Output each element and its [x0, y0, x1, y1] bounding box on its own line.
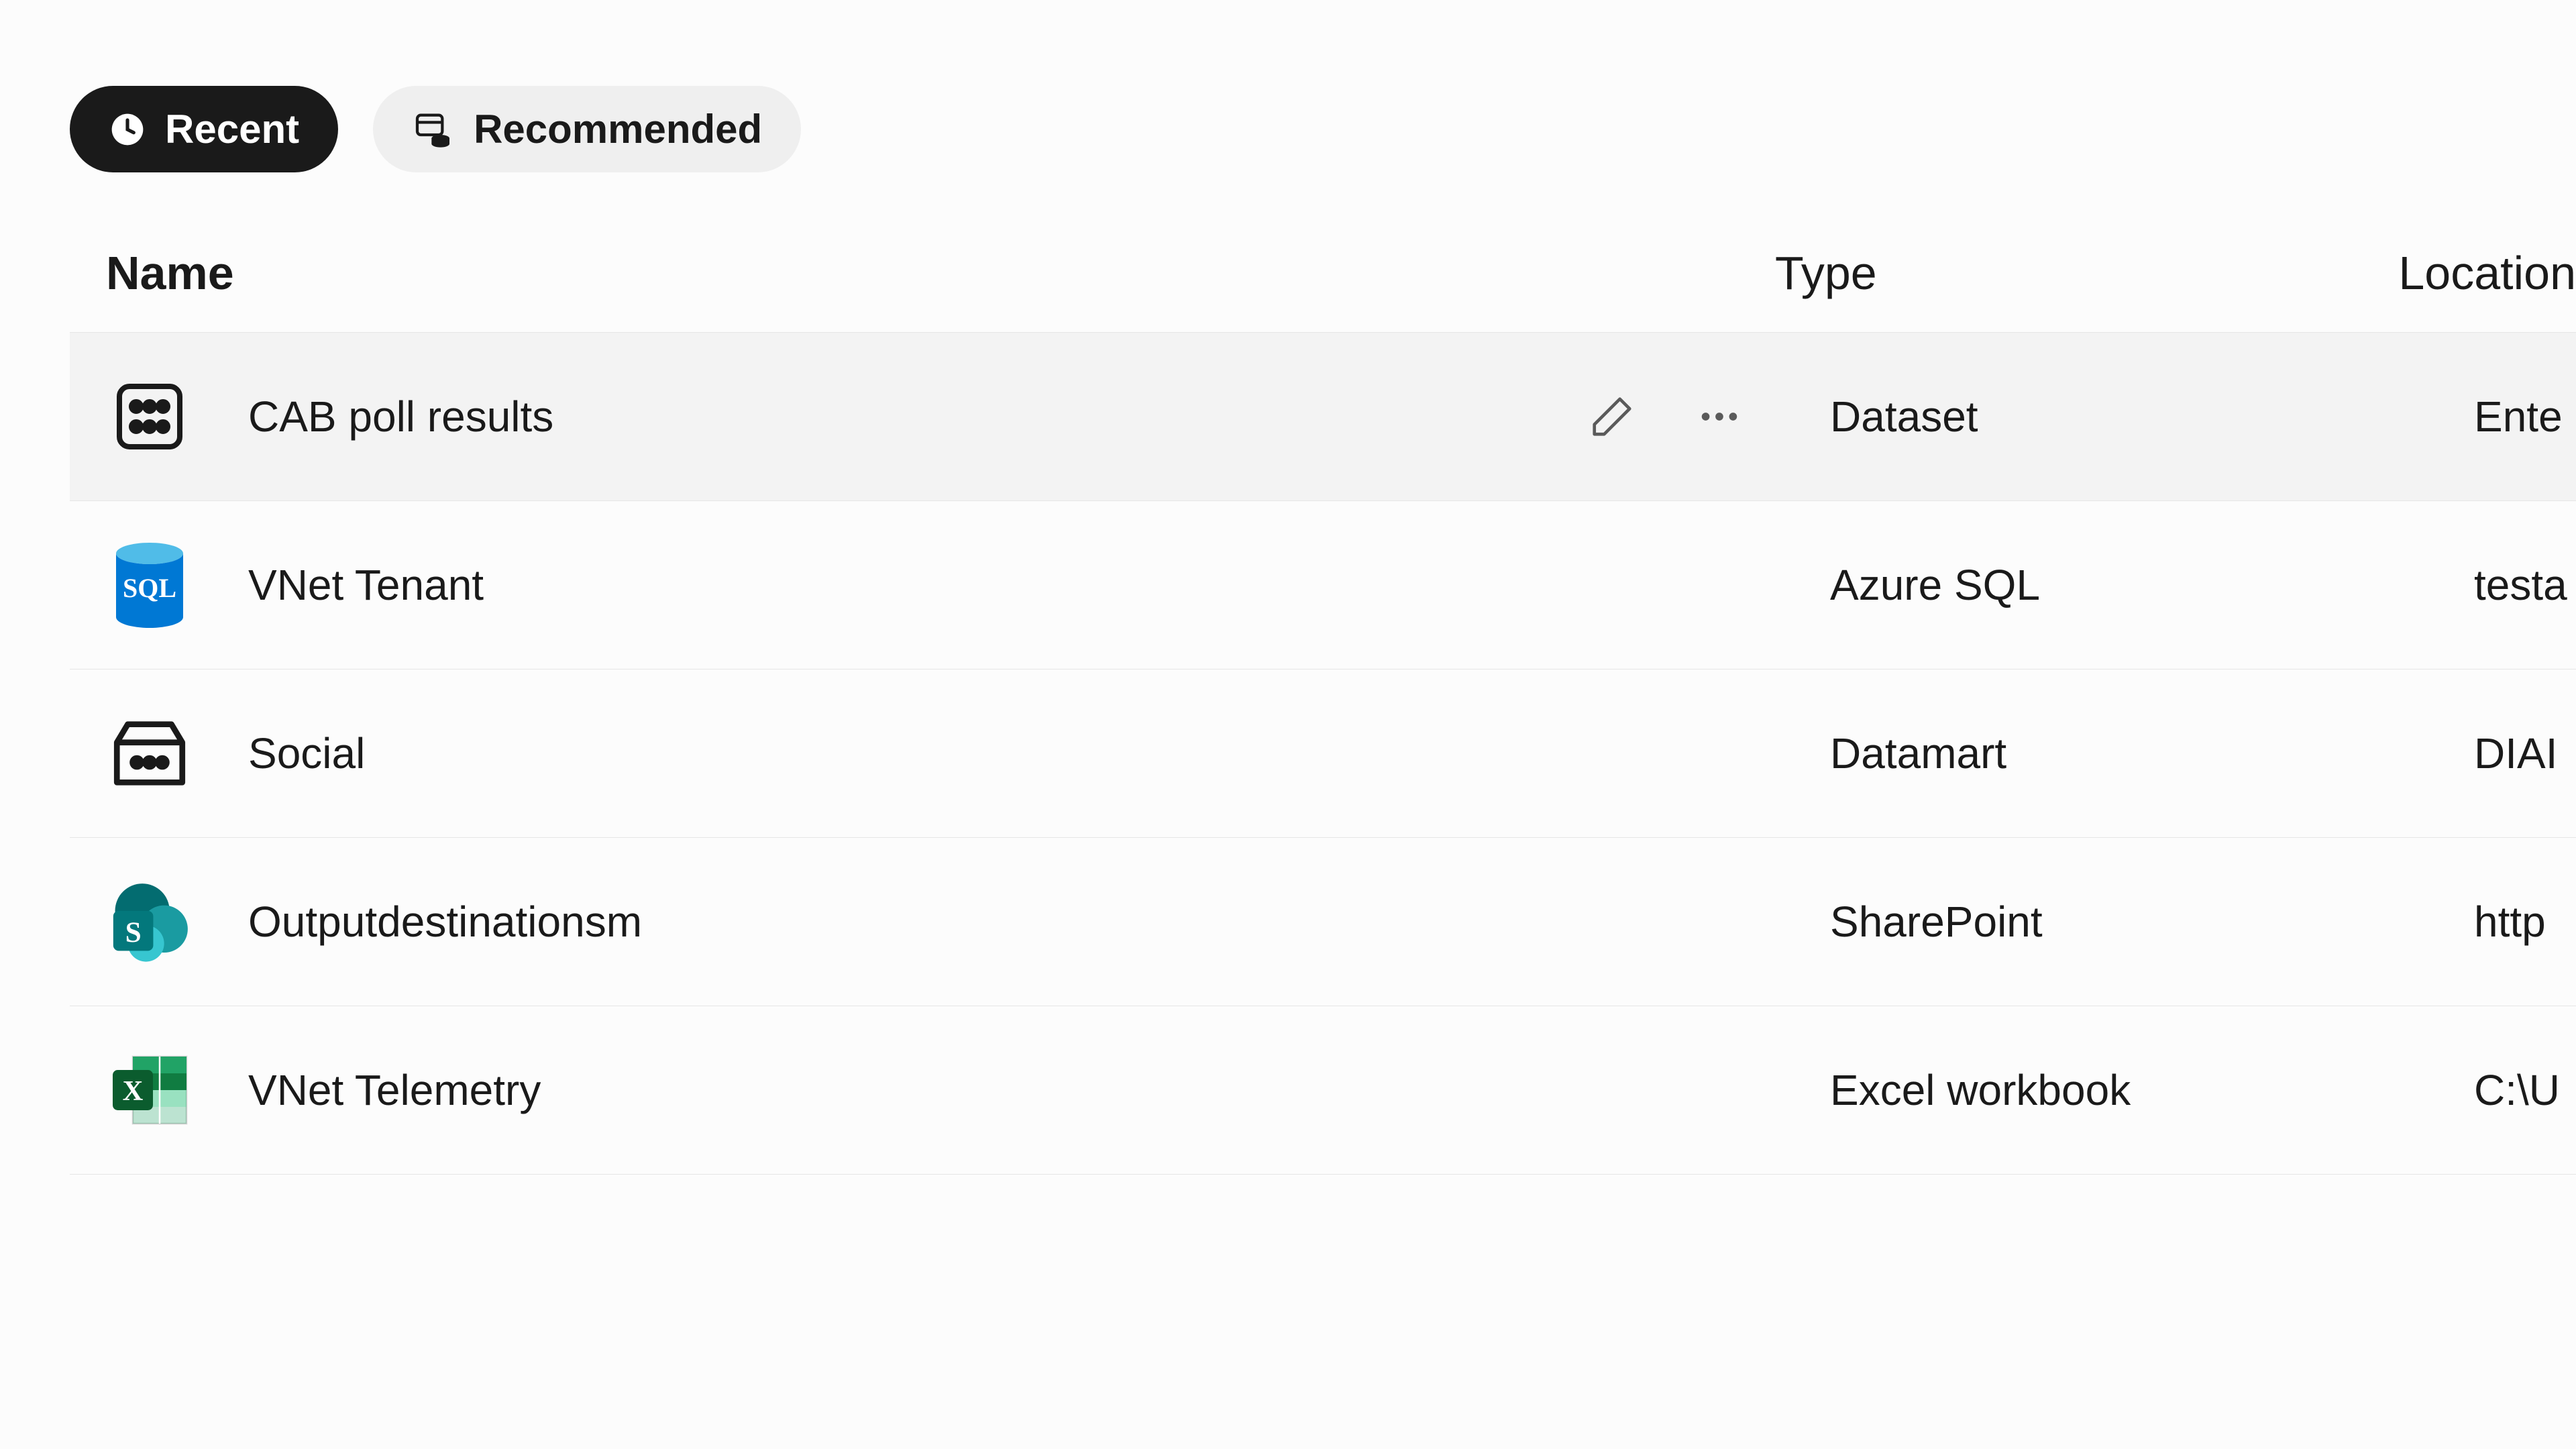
dataset-icon [106, 373, 193, 460]
svg-text:X: X [123, 1075, 144, 1107]
table-row[interactable]: S OutputdestinationsmSharePointhttp [70, 838, 2576, 1006]
item-name: Outputdestinationsm [248, 897, 1830, 947]
table-row[interactable]: SQL VNet TenantAzure SQLtesta [70, 501, 2576, 669]
database-icon [412, 108, 455, 151]
table-body: CAB poll results DatasetEnte SQL VNet Te… [70, 332, 2576, 1175]
datamart-icon [106, 710, 193, 797]
sql-icon: SQL [106, 541, 193, 629]
item-type: Excel workbook [1830, 1065, 2474, 1115]
item-location: http [2474, 897, 2576, 947]
clock-icon [109, 111, 146, 148]
tab-recent[interactable]: Recent [70, 86, 338, 172]
item-location: testa [2474, 560, 2576, 610]
sharepoint-icon: S [106, 878, 193, 965]
tab-label: Recent [165, 106, 299, 152]
filter-tabs: Recent Recommended [70, 86, 2576, 172]
svg-text:S: S [125, 916, 142, 949]
tab-recommended[interactable]: Recommended [373, 86, 801, 172]
item-name: VNet Tenant [248, 560, 1830, 610]
column-header-name[interactable]: Name [106, 246, 1775, 300]
item-name: CAB poll results [248, 392, 1534, 441]
svg-text:SQL: SQL [123, 573, 176, 603]
column-header-location[interactable]: Location [2398, 246, 2576, 300]
item-type: Dataset [1830, 392, 2474, 441]
table-row[interactable]: CAB poll results DatasetEnte [70, 332, 2576, 501]
row-actions [1589, 393, 1743, 440]
edit-icon[interactable] [1589, 393, 1635, 440]
more-icon[interactable] [1696, 393, 1743, 440]
excel-icon: X [106, 1046, 193, 1134]
table-row[interactable]: X VNet TelemetryExcel workbookC:\U [70, 1006, 2576, 1175]
tab-label: Recommended [474, 106, 762, 152]
column-header-type[interactable]: Type [1775, 246, 2398, 300]
item-location: C:\U [2474, 1065, 2576, 1115]
table-row[interactable]: SocialDatamartDIAI [70, 669, 2576, 838]
item-location: DIAI [2474, 729, 2576, 778]
item-name: VNet Telemetry [248, 1065, 1830, 1115]
item-type: Azure SQL [1830, 560, 2474, 610]
item-location: Ente [2474, 392, 2576, 441]
item-type: Datamart [1830, 729, 2474, 778]
table-header: Name Type Location [70, 246, 2576, 332]
item-name: Social [248, 729, 1830, 778]
item-type: SharePoint [1830, 897, 2474, 947]
